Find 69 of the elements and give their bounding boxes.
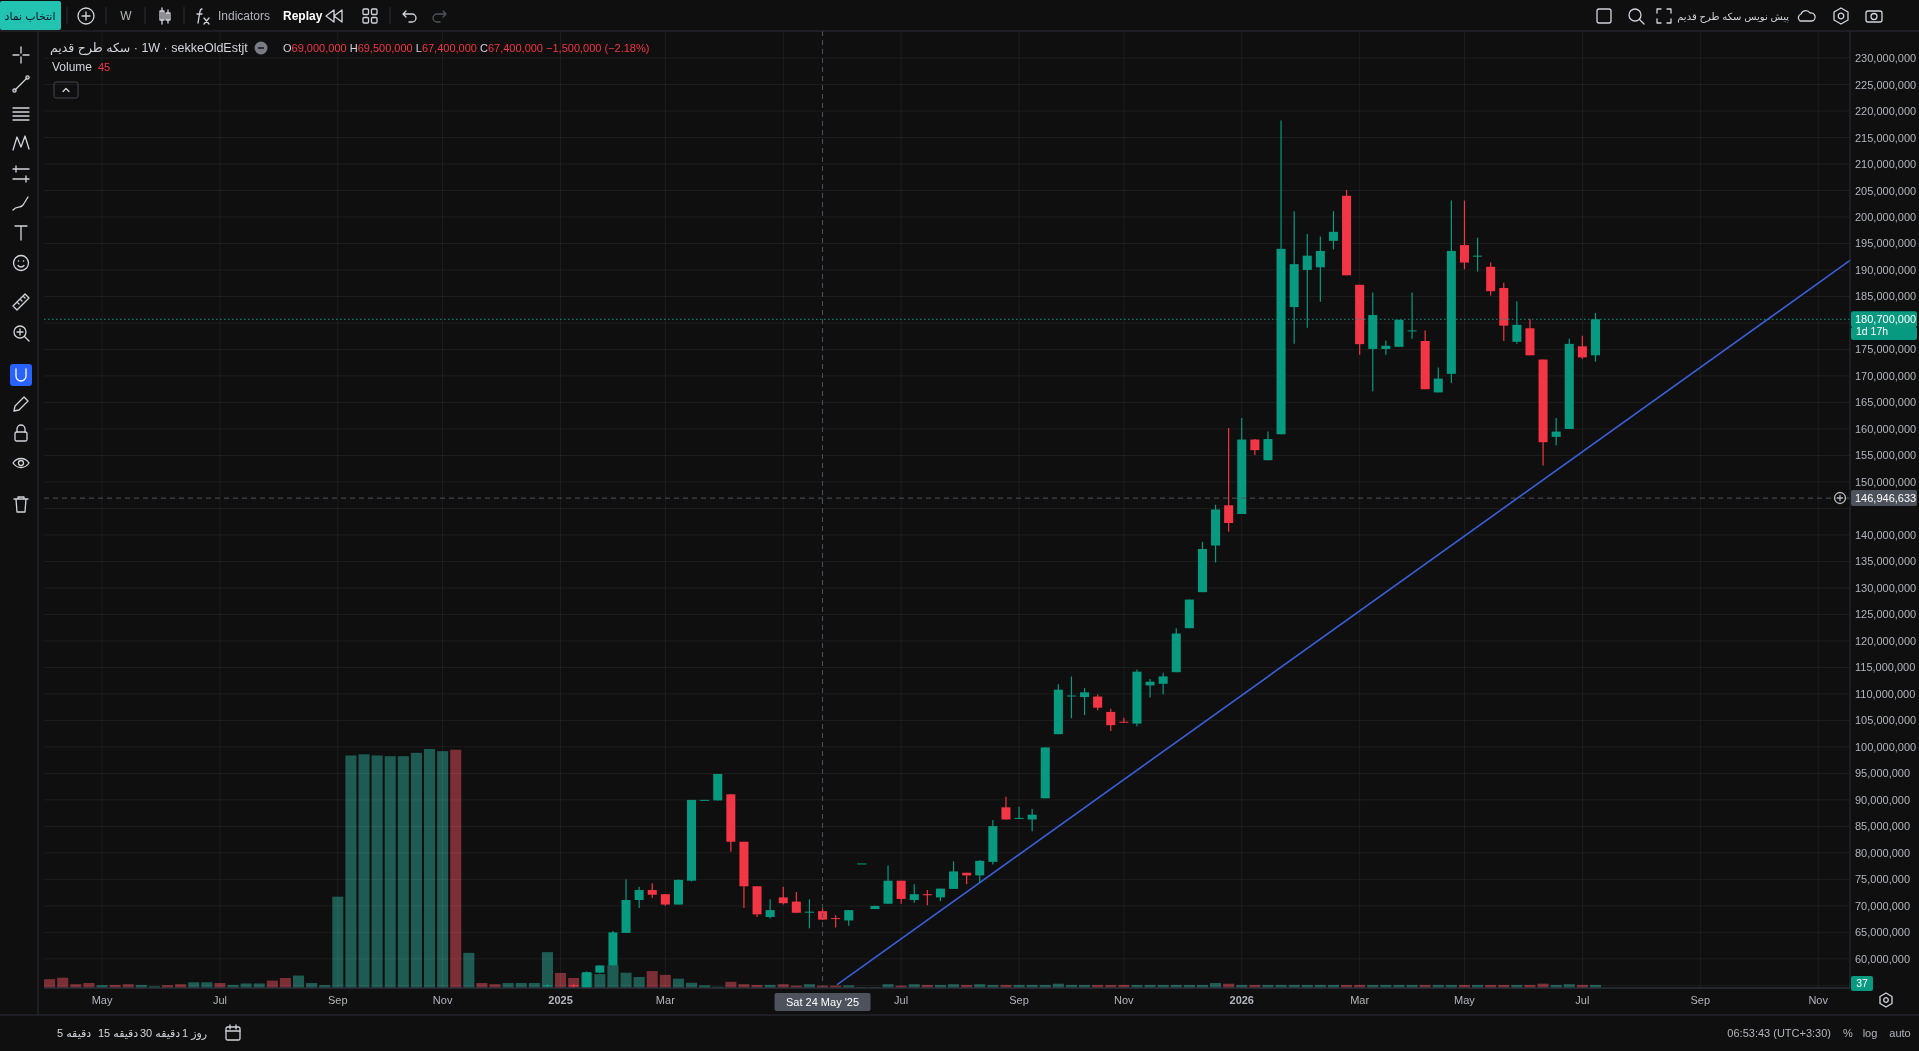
x-tick-label: 2026 [1229,994,1254,1006]
y-tick-label: 155,000,000 [1855,449,1917,462]
y-tick-label: 195,000,000 [1855,237,1917,250]
y-tick-label: 70,000,000 [1855,899,1911,912]
y-tick-label: 85,000,000 [1855,820,1911,833]
text: 1d 17h [1856,325,1889,337]
y-tick-label: 165,000,000 [1855,396,1917,409]
y-tick-label: 230,000,000 [1855,52,1917,65]
text: % [1843,1027,1854,1039]
text: 15 دقیقه [98,1027,139,1039]
x-tick-label: Nov [1114,994,1135,1006]
ref-line-label: Sat 24 May '25 [786,996,860,1008]
y-tick-label: 80,000,000 [1855,846,1911,859]
x-tick-label: Jul [212,994,227,1006]
y-tick-label: 110,000,000 [1855,687,1916,700]
text: 37 [1856,977,1868,989]
y-tick-label: 95,000,000 [1855,767,1911,780]
y-tick-label: 185,000,000 [1855,290,1917,303]
x-tick-label: Mar [1350,994,1370,1006]
y-tick-label: 200,000,000 [1855,211,1917,223]
text: انتخاب نماد [4,10,56,22]
x-tick-label: Sep [1690,994,1711,1006]
x-tick-label: May [1454,994,1476,1006]
y-tick-label: 135,000,000 [1855,555,1917,568]
text: 1 روز [182,1027,208,1040]
y-tick-label: 100,000,000 [1855,740,1917,753]
x-tick-label: Nov [1808,994,1829,1006]
y-tick-label: 60,000,000 [1855,952,1911,965]
ref-line-label: 146,946,633 [1855,492,1917,505]
ref-line-label: 180,700,000 [1855,313,1917,326]
y-tick-label: 125,000,000 [1855,608,1917,621]
y-tick-label: 190,000,000 [1855,263,1917,276]
y-tick-label: 75,000,000 [1855,873,1911,886]
y-tick-label: 220,000,000 [1855,105,1917,118]
text: O69,000,000 H69,500,000 L67,400,000 C67,400,000 −1,500,000 (−2.18%) [283,42,650,54]
text: W [120,9,133,23]
y-tick-label: 160,000,000 [1855,422,1917,435]
x-tick-label: Jul [894,994,909,1006]
y-tick-label: 90,000,000 [1855,793,1911,806]
x-tick-label: Sep [1009,994,1029,1006]
y-tick-label: 175,000,000 [1855,343,1917,356]
y-tick-label: 65,000,000 [1855,926,1911,939]
y-tick-label: 215,000,000 [1855,131,1917,144]
text: log [1862,1027,1878,1039]
y-tick-label: 150,000,000 [1855,475,1917,488]
text: پیش نویس سکه طرح قدیم [1677,11,1790,23]
y-tick-label: 140,000,000 [1855,528,1917,541]
y-tick-label: 225,000,000 [1855,78,1917,91]
y-tick-label: 130,000,000 [1855,581,1917,594]
x-tick-label: Jul [1575,994,1590,1006]
text: 5 دقیقه [57,1027,92,1039]
x-tick-label: 2025 [548,994,573,1006]
y-tick-label: 205,000,000 [1855,184,1917,197]
y-tick-label: 170,000,000 [1855,369,1917,382]
text: Indicators [218,9,271,23]
y-tick-label: 210,000,000 [1855,158,1917,170]
text: 06:53:43 (UTC+3:30) [1727,1027,1831,1039]
x-tick-label: Mar [655,994,676,1006]
x-tick-label: May [91,994,113,1006]
text: auto [1889,1027,1911,1039]
chart-title: Volume [52,60,93,74]
text: Replay [283,9,323,23]
y-tick-label: 115,000,000 [1855,661,1916,674]
x-tick-label: Sep [328,994,348,1006]
y-tick-label: 105,000,000 [1855,714,1917,727]
annotation: 45 [98,61,111,73]
x-tick-label: Nov [432,994,453,1006]
text: 30 دقیقه [140,1027,181,1039]
y-tick-label: 120,000,000 [1855,634,1917,647]
